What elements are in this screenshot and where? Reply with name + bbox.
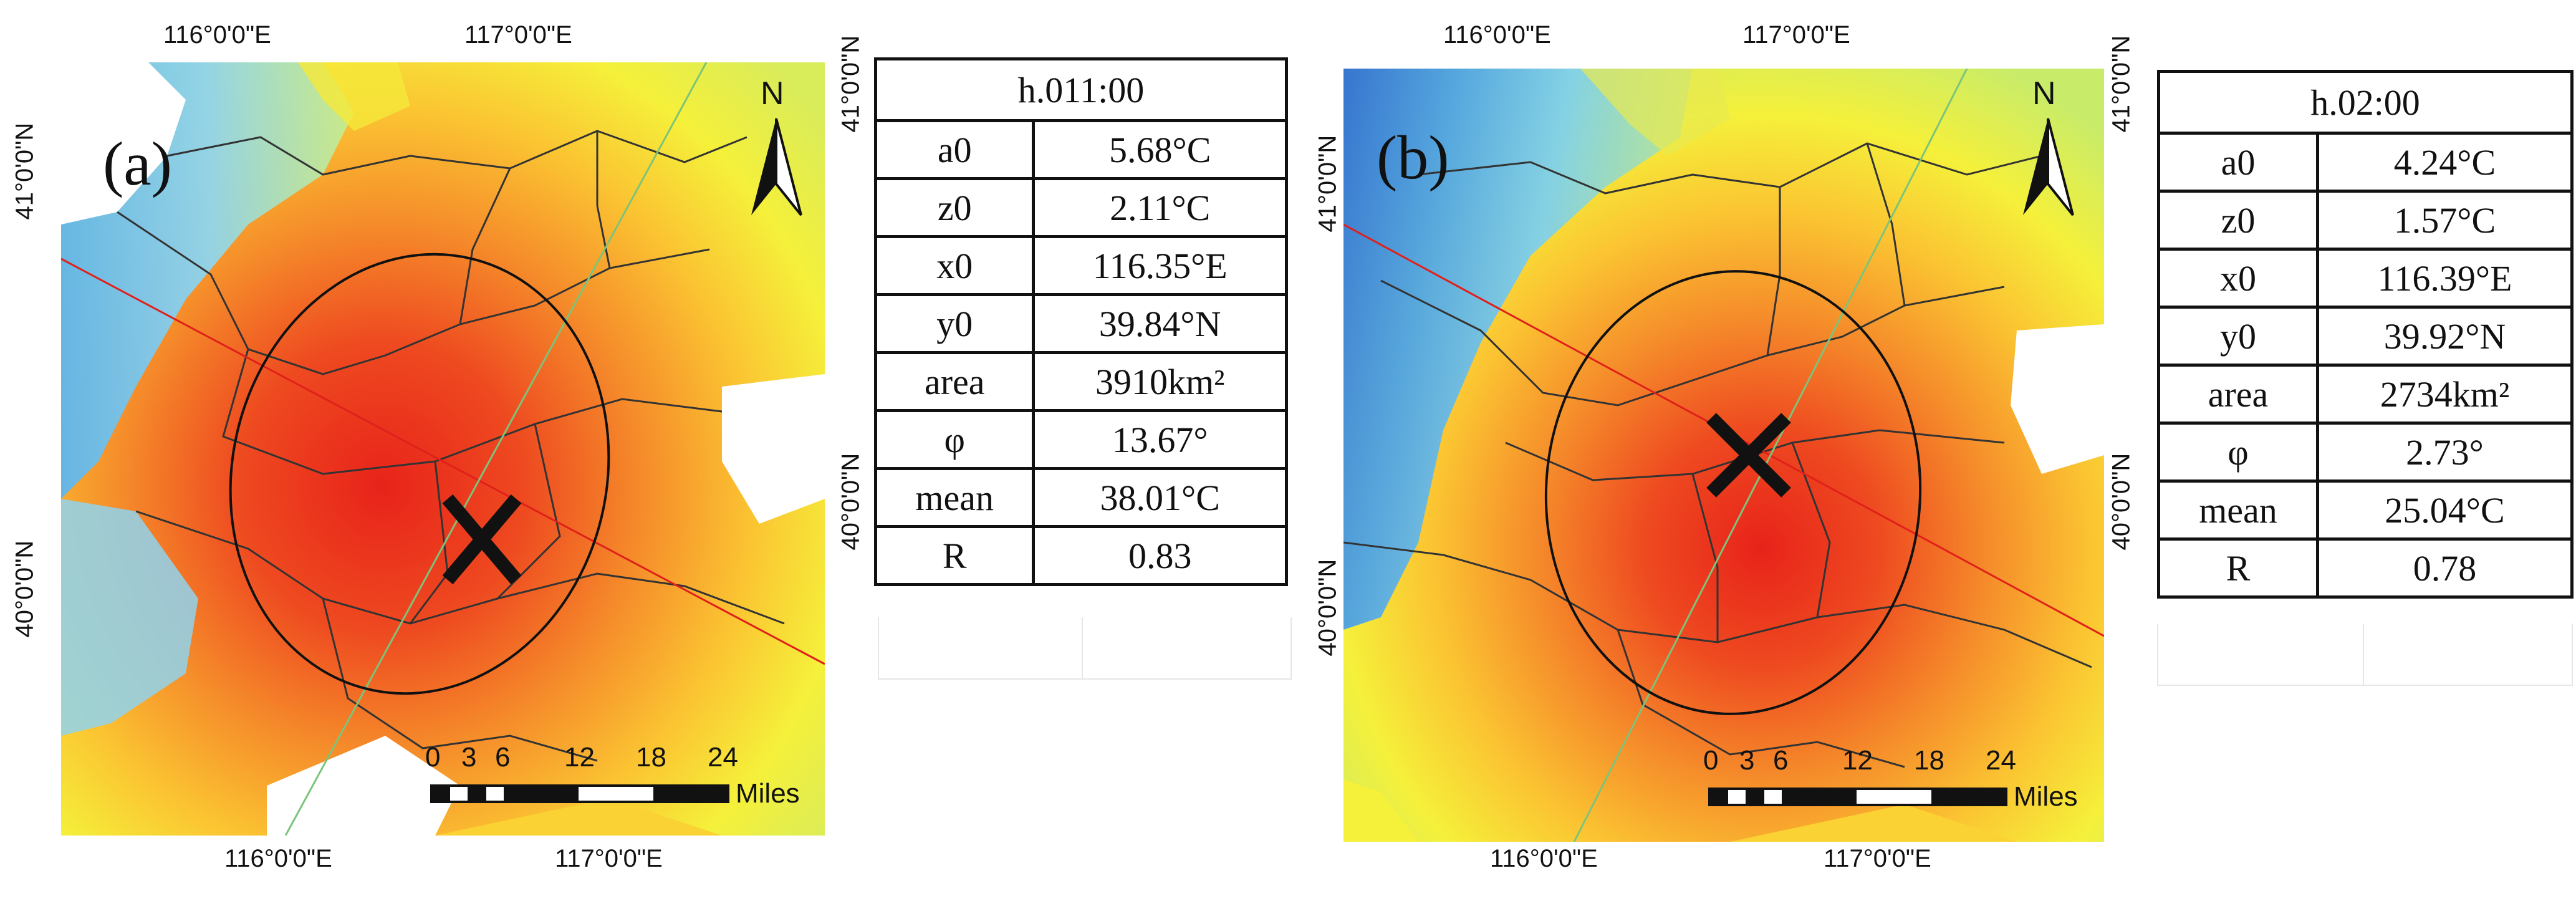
scale-tick-6: 6 <box>1773 745 1789 776</box>
north-label-a: N <box>761 75 784 112</box>
stats-value: 2734km² <box>2315 364 2574 425</box>
bottom-lon-label-116: 116°0'0"E <box>1490 845 1598 872</box>
left-lat-label-40: 40°0'0"N <box>1314 559 1342 657</box>
stats-value: 0.83 <box>1032 525 1288 586</box>
stats-key: z0 <box>2157 190 2319 251</box>
stats-key: φ <box>873 409 1036 470</box>
scale-bar-a: 0 3 6 12 18 24 Miles <box>425 742 800 817</box>
stats-value: 1.57°C <box>2315 190 2574 251</box>
stats-value: 39.84°N <box>1032 293 1288 354</box>
stats-key: R <box>2157 537 2319 599</box>
stats-value: 38.01°C <box>1032 467 1288 528</box>
left-lat-label-41: 41°0'0"N <box>1314 135 1342 233</box>
heat-map-a-svg <box>61 62 825 836</box>
scale-bar-graphic <box>430 784 729 803</box>
stats-value: 2.73° <box>2315 422 2574 483</box>
scale-tick-0: 0 <box>1703 745 1719 776</box>
left-lat-label-40: 40°0'0"N <box>11 540 39 638</box>
stats-key: y0 <box>2157 306 2319 367</box>
north-arrow-a: N <box>748 75 804 218</box>
heat-map-b-svg <box>1343 69 2104 842</box>
top-lon-label-117: 117°0'0"E <box>464 21 572 49</box>
stats-key: area <box>2157 364 2319 425</box>
top-lon-label-116: 116°0'0"E <box>1443 21 1551 49</box>
north-label-b: N <box>2032 75 2056 112</box>
heat-map-b <box>1343 69 2104 842</box>
scale-unit-b: Miles <box>2014 781 2078 812</box>
stats-key: mean <box>873 467 1036 528</box>
stats-table-b: h.02:00 a0 4.24°C z0 1.57°C x0 116.39°E y0 3… <box>2157 70 2574 599</box>
scale-bar-graphic <box>1708 788 2007 806</box>
stats-value: 116.35°E <box>1032 235 1288 296</box>
bottom-lon-label-117: 117°0'0"E <box>555 845 663 872</box>
stats-key: x0 <box>2157 248 2319 309</box>
scale-tick-12: 12 <box>564 742 595 773</box>
right-lat-label-40: 40°0'0"N <box>837 453 865 551</box>
stats-table-a: h.011:00 a0 5.68°C z0 2.11°C x0 116.35°E y0… <box>873 57 1288 586</box>
right-lat-label-41: 41°0'0"N <box>837 35 865 133</box>
stats-header-b: h.02:00 <box>2157 70 2574 135</box>
stats-value: 116.39°E <box>2315 248 2574 309</box>
stats-value: 25.04°C <box>2315 479 2574 541</box>
scale-tick-3: 3 <box>1739 745 1755 776</box>
stats-key: area <box>873 351 1036 412</box>
right-lat-label-41: 41°0'0"N <box>2107 35 2135 133</box>
stats-key: a0 <box>2157 132 2319 193</box>
stats-value: 3910km² <box>1032 351 1288 412</box>
stats-value: 5.68°C <box>1032 119 1288 180</box>
north-arrow-icon <box>2023 118 2074 216</box>
stats-value: 39.92°N <box>2315 306 2574 367</box>
scale-tick-0: 0 <box>425 742 441 773</box>
top-lon-label-117: 117°0'0"E <box>1742 21 1850 49</box>
scale-tick-3: 3 <box>461 742 477 773</box>
top-lon-label-116: 116°0'0"E <box>163 21 271 49</box>
stats-key: φ <box>2157 422 2319 483</box>
heat-map-a <box>61 62 825 836</box>
scale-tick-24: 24 <box>708 742 738 773</box>
stats-key: R <box>873 525 1036 586</box>
scale-tick-18: 18 <box>1914 745 1944 776</box>
scale-tick-18: 18 <box>636 742 666 773</box>
stats-value: 2.11°C <box>1032 177 1288 238</box>
stats-value: 13.67° <box>1032 409 1288 470</box>
scale-unit-a: Miles <box>736 778 800 809</box>
panel-label-b: (b) <box>1377 123 1449 192</box>
right-lat-label-40: 40°0'0"N <box>2107 453 2135 551</box>
stats-key: a0 <box>873 119 1036 180</box>
stats-key: mean <box>2157 479 2319 541</box>
left-lat-label-41: 41°0'0"N <box>11 122 39 220</box>
scale-bar-b: 0 3 6 12 18 24 Miles <box>1703 745 2078 820</box>
panel-label-a: (a) <box>103 129 172 198</box>
stats-key: y0 <box>873 293 1036 354</box>
bottom-lon-label-116: 116°0'0"E <box>224 845 332 872</box>
north-arrow-b: N <box>2020 75 2076 218</box>
scale-tick-6: 6 <box>495 742 511 773</box>
stats-key: x0 <box>873 235 1036 296</box>
north-arrow-icon <box>751 118 802 216</box>
stats-header-a: h.011:00 <box>874 57 1288 122</box>
bottom-lon-label-117: 117°0'0"E <box>1824 845 1931 872</box>
stats-value: 4.24°C <box>2315 132 2574 193</box>
scale-tick-12: 12 <box>1842 745 1873 776</box>
stats-value: 0.78 <box>2315 537 2574 599</box>
stats-key: z0 <box>873 177 1036 238</box>
scale-tick-24: 24 <box>1986 745 2016 776</box>
